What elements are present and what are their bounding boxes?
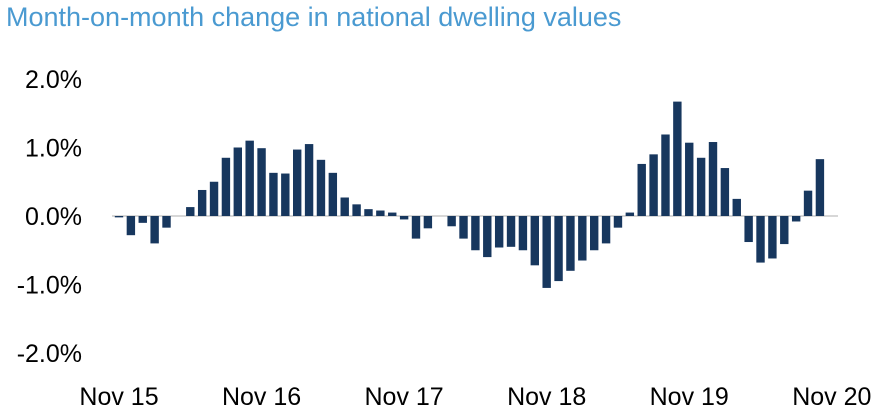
bar — [566, 216, 575, 271]
bar — [590, 216, 599, 251]
bar — [197, 189, 207, 216]
x-tick-label: Nov 20 — [792, 383, 871, 411]
bar — [340, 197, 349, 216]
bar — [673, 101, 682, 216]
bar — [364, 209, 373, 216]
bar — [376, 210, 385, 216]
bar — [756, 216, 765, 263]
x-tick-label: Nov 17 — [365, 383, 444, 411]
bar — [637, 163, 646, 216]
bar — [293, 149, 302, 216]
bar — [257, 148, 266, 216]
bar — [494, 216, 504, 248]
bar — [696, 157, 706, 217]
bar — [388, 212, 397, 216]
y-axis: 2.0% 1.0% 0.0% -1.0% -2.0% — [17, 66, 838, 368]
bar — [803, 190, 813, 216]
x-tick-label: Nov 15 — [79, 383, 158, 411]
bar — [186, 207, 195, 216]
x-tick-label: Nov 19 — [650, 383, 729, 411]
bar — [554, 216, 563, 282]
bar — [518, 216, 528, 251]
y-tick-label: -1.0% — [17, 272, 82, 300]
bar — [542, 216, 551, 288]
bar — [720, 168, 730, 216]
bar — [661, 134, 670, 217]
bar — [162, 216, 171, 228]
bar — [328, 172, 338, 216]
y-tick-label: -2.0% — [17, 340, 82, 368]
x-axis: Nov 15 Nov 16 Nov 17 Nov 18 Nov 19 Nov 20 — [79, 383, 871, 411]
bar — [304, 144, 314, 216]
bar — [316, 159, 326, 216]
y-tick-label: 2.0% — [25, 66, 82, 94]
bar — [791, 216, 801, 222]
bar — [138, 216, 147, 223]
x-tick-label: Nov 16 — [222, 383, 301, 411]
bar — [506, 216, 516, 247]
bar — [780, 216, 789, 245]
bar — [399, 216, 409, 220]
bar — [613, 216, 623, 228]
x-tick-label: Nov 18 — [507, 383, 586, 411]
bar — [269, 172, 278, 216]
bar — [233, 147, 242, 216]
bar — [768, 216, 777, 259]
bar — [281, 173, 290, 216]
bar — [114, 216, 124, 218]
bar — [459, 216, 468, 239]
bars-group — [114, 101, 825, 288]
chart-title: Month-on-month change in national dwelli… — [6, 2, 622, 32]
bar — [209, 181, 219, 216]
bar — [483, 216, 492, 258]
bar — [732, 198, 741, 217]
bar — [815, 159, 825, 216]
bar — [625, 212, 635, 216]
y-tick-label: 1.0% — [25, 135, 82, 163]
bar — [649, 154, 658, 216]
bar — [530, 216, 539, 266]
bar — [352, 204, 361, 216]
bar — [471, 216, 480, 251]
bar — [411, 216, 421, 239]
bar — [685, 142, 694, 216]
bar — [423, 216, 433, 229]
bar — [744, 216, 753, 243]
bar — [578, 216, 587, 261]
bar — [245, 140, 254, 216]
y-tick-label: 0.0% — [25, 203, 82, 231]
bar — [447, 216, 456, 227]
bar — [126, 216, 136, 236]
bar — [150, 216, 159, 244]
bar — [221, 157, 231, 217]
bar — [601, 216, 611, 244]
bar — [708, 142, 718, 216]
